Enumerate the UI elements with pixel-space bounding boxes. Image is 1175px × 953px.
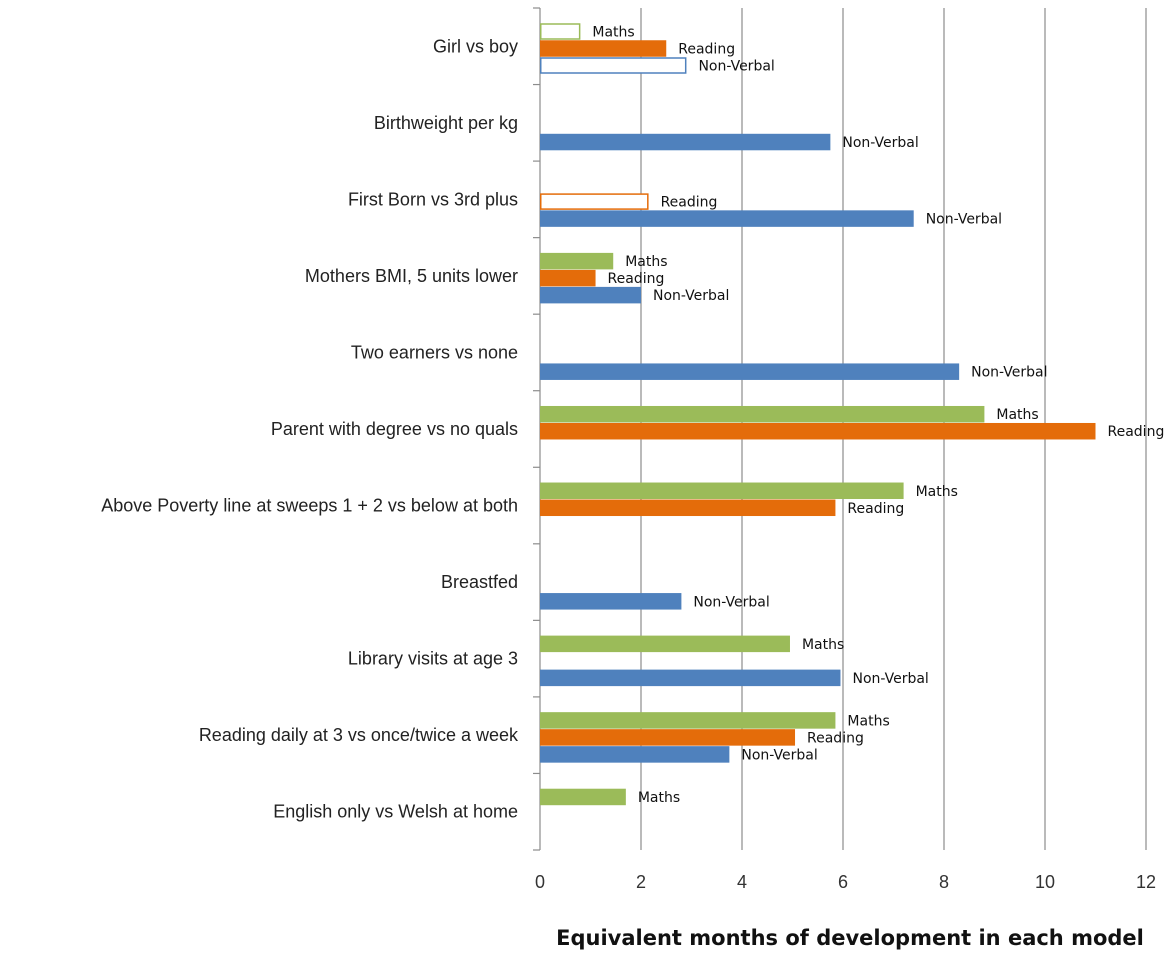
- bar-reading-daily-at-3-vs-once-twice-a-week-reading: [540, 729, 796, 746]
- category-label-english-only-vs-welsh-at-home: English only vs Welsh at home: [273, 802, 518, 822]
- bar-label-reading: Reading: [608, 271, 665, 287]
- bar-label-non-verbal: Non-Verbal: [698, 59, 774, 75]
- bar-mothers-bmi-5-units-lower-non-verbal: [540, 286, 641, 304]
- bar-reading-daily-at-3-vs-once-twice-a-week-non-verbal: [540, 746, 730, 763]
- x-tick-label: 4: [737, 872, 747, 892]
- x-tick-label: 6: [838, 872, 848, 892]
- bar-label-non-verbal: Non-Verbal: [852, 671, 928, 687]
- bar-label-non-verbal: Non-Verbal: [842, 135, 918, 151]
- bar-first-born-vs-3rd-plus-reading: [540, 193, 649, 210]
- bar-above-poverty-line-at-sweeps-1-2-vs-below-at-both-maths: [540, 482, 904, 500]
- bar-mothers-bmi-5-units-lower-reading: [540, 269, 596, 287]
- bar-label-non-verbal: Non-Verbal: [693, 594, 769, 610]
- bar-girl-vs-boy-maths: [540, 23, 581, 40]
- bar-library-visits-at-age-3-maths: [540, 635, 790, 653]
- bar-label-reading: Reading: [807, 730, 864, 746]
- bar-label-non-verbal: Non-Verbal: [653, 288, 729, 304]
- bar-library-visits-at-age-3-non-verbal: [540, 669, 841, 687]
- x-tick-label: 8: [939, 872, 949, 892]
- bar-above-poverty-line-at-sweeps-1-2-vs-below-at-both-reading: [540, 499, 836, 517]
- bar-english-only-vs-welsh-at-home-maths: [540, 788, 626, 806]
- bar-label-maths: Maths: [916, 484, 958, 500]
- bar-label-reading: Reading: [847, 501, 904, 517]
- category-label-birthweight-per-kg: Birthweight per kg: [374, 113, 518, 133]
- bar-label-maths: Maths: [592, 25, 634, 41]
- category-label-reading-daily-at-3-vs-once-twice-a-week: Reading daily at 3 vs once/twice a week: [199, 725, 519, 745]
- bars: [540, 23, 1096, 806]
- bar-first-born-vs-3rd-plus-non-verbal: [540, 210, 914, 227]
- bar-label-maths: Maths: [625, 254, 667, 270]
- bar-label-maths: Maths: [996, 407, 1038, 423]
- bar-label-reading: Reading: [1108, 424, 1165, 440]
- bar-label-maths: Maths: [802, 637, 844, 653]
- bar-label-reading: Reading: [678, 42, 735, 58]
- labels: Girl vs boyMathsReadingNon-VerbalBirthwe…: [101, 25, 1164, 822]
- category-label-breastfed: Breastfed: [441, 572, 518, 592]
- bar-label-reading: Reading: [661, 195, 718, 211]
- category-label-mothers-bmi-5-units-lower: Mothers BMI, 5 units lower: [305, 266, 518, 286]
- category-label-parent-with-degree-vs-no-quals: Parent with degree vs no quals: [271, 419, 518, 439]
- x-tick-label: 12: [1136, 872, 1156, 892]
- x-axis-title: Equivalent months of development in each…: [556, 926, 1144, 950]
- bar-girl-vs-boy-reading: [540, 40, 667, 57]
- bar-parent-with-degree-vs-no-quals-maths: [540, 405, 985, 423]
- bar-label-maths: Maths: [847, 713, 889, 729]
- bar-mothers-bmi-5-units-lower-maths: [540, 252, 614, 270]
- bar-birthweight-per-kg-non-verbal: [540, 133, 831, 151]
- x-tick-label: 10: [1035, 872, 1055, 892]
- bar-label-non-verbal: Non-Verbal: [926, 212, 1002, 228]
- bar-two-earners-vs-none-non-verbal: [540, 363, 960, 380]
- category-label-two-earners-vs-none: Two earners vs none: [351, 342, 518, 362]
- bar-girl-vs-boy-non-verbal: [540, 57, 687, 74]
- bar-parent-with-degree-vs-no-quals-reading: [540, 422, 1096, 440]
- bar-reading-daily-at-3-vs-once-twice-a-week-maths: [540, 712, 836, 729]
- category-label-library-visits-at-age-3: Library visits at age 3: [348, 649, 518, 669]
- x-tick-label: 0: [535, 872, 545, 892]
- bar-label-non-verbal: Non-Verbal: [741, 747, 817, 763]
- category-label-first-born-vs-3rd-plus: First Born vs 3rd plus: [348, 189, 518, 209]
- category-label-girl-vs-boy: Girl vs boy: [433, 36, 518, 56]
- bar-label-non-verbal: Non-Verbal: [971, 365, 1047, 381]
- bar-label-maths: Maths: [638, 790, 680, 806]
- x-tick-label: 2: [636, 872, 646, 892]
- bar-breastfed-non-verbal: [540, 593, 682, 610]
- category-label-above-poverty-line-at-sweeps-1-2-vs-below-at-both: Above Poverty line at sweeps 1 + 2 vs be…: [101, 496, 518, 516]
